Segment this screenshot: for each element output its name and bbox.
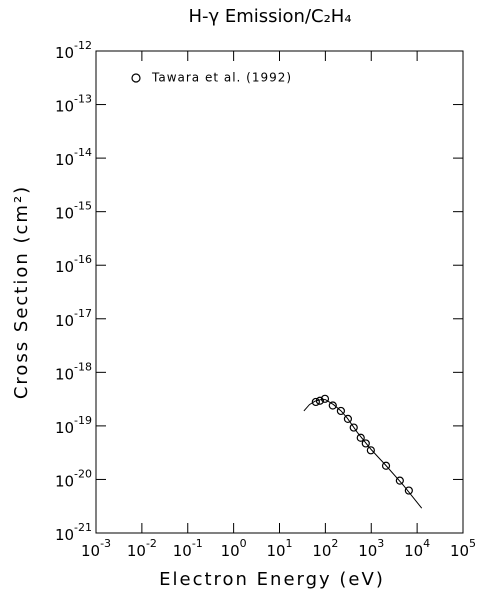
y-tick-label: 10-20 [55, 467, 92, 490]
fit-line [303, 399, 423, 509]
x-tick-label: 104 [404, 537, 430, 560]
y-tick-label: 10-16 [55, 253, 92, 276]
data-point [311, 397, 320, 407]
y-tick-label: 10-18 [55, 360, 92, 383]
data-point [395, 476, 404, 485]
data-point [343, 414, 353, 424]
chart-title: H-γ Emission/C₂H₄ [188, 6, 351, 27]
x-tick-label: 10-3 [81, 537, 111, 560]
x-axis-label: Electron Energy (eV) [159, 569, 385, 590]
y-tick-label: 10-21 [55, 521, 92, 544]
legend-marker [131, 73, 141, 83]
x-tick-label: 102 [312, 537, 338, 560]
data-point [361, 439, 370, 448]
x-tick-label: 100 [221, 537, 247, 560]
x-tick-label: 10-2 [127, 537, 157, 560]
data-point [356, 433, 365, 442]
x-tick-label: 103 [358, 537, 384, 560]
data-point [336, 406, 346, 416]
legend-label: Tawara et al. (1992) [151, 71, 292, 85]
y-tick-label: 10-13 [55, 93, 92, 116]
data-point [404, 486, 413, 495]
y-tick-label: 10-12 [55, 39, 92, 62]
y-tick-label: 10-19 [55, 414, 92, 437]
data-point [320, 394, 330, 403]
x-tick-label: 10-1 [173, 537, 203, 560]
data-point [328, 401, 337, 410]
y-tick-label: 10-14 [55, 146, 92, 169]
data-point [381, 461, 391, 470]
data-point [349, 423, 358, 432]
plot-frame [95, 50, 464, 534]
data-point [366, 446, 375, 455]
y-tick-label: 10-15 [55, 200, 92, 223]
x-tick-label: 101 [266, 537, 292, 560]
y-axis-label: Cross Section (cm²) [11, 185, 32, 399]
x-tick-label: 105 [450, 537, 476, 560]
y-tick-label: 10-17 [55, 307, 92, 330]
